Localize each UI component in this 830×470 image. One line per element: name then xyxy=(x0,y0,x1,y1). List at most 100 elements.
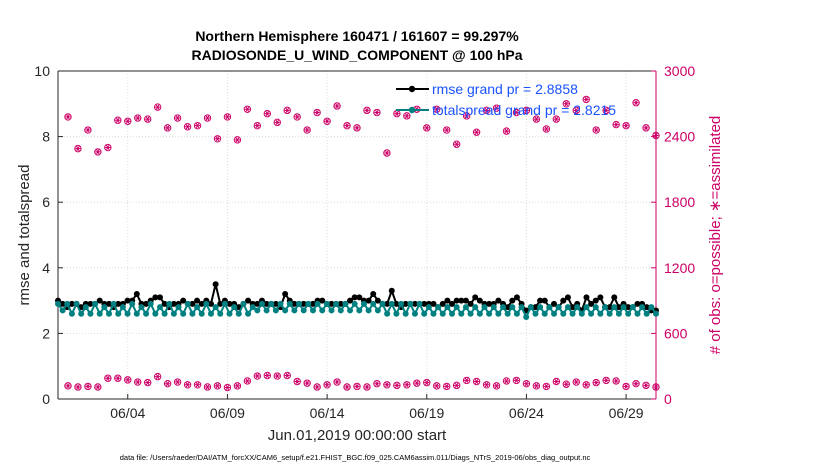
obs-assimilated-marker xyxy=(603,107,609,113)
obs-count-point-high xyxy=(253,121,262,130)
obs-possible-marker xyxy=(652,383,660,391)
spread-point xyxy=(175,304,182,311)
obs-possible-marker xyxy=(333,102,341,110)
obs-possible-marker xyxy=(403,112,411,120)
spread-point xyxy=(78,310,85,317)
spread-point xyxy=(333,300,340,307)
footnote: data file: /Users/raeder/DAI/ATM_forcXX/… xyxy=(120,453,591,462)
obs-assimilated-marker xyxy=(404,113,410,119)
spread-point xyxy=(156,304,163,311)
obs-count-markers xyxy=(64,95,660,392)
obs-count-point-low xyxy=(203,383,212,391)
obs-count-point-high xyxy=(353,124,361,132)
obs-possible-marker xyxy=(213,382,222,390)
obs-count-point-high xyxy=(303,126,311,134)
spread-point xyxy=(462,304,469,311)
obs-count-point-high xyxy=(273,118,281,127)
obs-possible-marker xyxy=(562,100,570,108)
obs-possible-marker xyxy=(562,380,570,388)
rmse-point xyxy=(351,294,358,301)
spread-point xyxy=(101,304,108,311)
rmse-point xyxy=(226,300,233,307)
obs-possible-marker xyxy=(443,126,451,134)
rmse-point xyxy=(189,300,196,307)
spread-point xyxy=(282,307,289,314)
obs-assimilated-marker xyxy=(304,380,310,386)
obs-assimilated-marker xyxy=(593,380,599,386)
spread-point xyxy=(161,310,168,317)
obs-assimilated-marker xyxy=(474,129,480,135)
obs-assimilated-marker xyxy=(424,125,430,131)
obs-assimilated-marker xyxy=(95,149,101,155)
obs-assimilated-marker xyxy=(294,379,300,385)
obs-possible-marker xyxy=(243,377,252,385)
obs-possible-marker xyxy=(642,381,650,390)
obs-assimilated-marker xyxy=(165,381,171,387)
obs-possible-marker xyxy=(552,377,561,386)
rmse-point xyxy=(152,294,159,301)
spread-point xyxy=(124,310,131,317)
obs-assimilated-marker xyxy=(483,382,490,388)
obs-assimilated-marker xyxy=(374,381,380,387)
obs-count-point-low xyxy=(383,381,391,389)
obs-possible-marker xyxy=(552,115,561,123)
obs-possible-marker xyxy=(223,113,232,121)
spread-point xyxy=(87,310,94,317)
obs-assimilated-marker xyxy=(135,379,141,385)
obs-count-point-high xyxy=(293,113,301,121)
rmse-point xyxy=(430,300,437,307)
spread-point xyxy=(476,310,483,317)
spread-point xyxy=(411,310,418,317)
spread-point xyxy=(527,304,534,311)
obs-assimilated-marker xyxy=(533,383,539,389)
x-tick-label: 06/04 xyxy=(110,405,145,421)
spread-point xyxy=(393,310,400,317)
obs-possible-marker xyxy=(283,106,291,115)
spread-point xyxy=(588,310,595,317)
obs-possible-marker xyxy=(373,108,381,117)
obs-count-point-low xyxy=(64,382,72,390)
obs-count-point-low xyxy=(303,379,311,387)
spread-point xyxy=(481,304,488,311)
rmse-point xyxy=(541,297,548,304)
spread-point xyxy=(240,300,247,307)
rmse-point xyxy=(370,291,377,298)
obs-count-point-low xyxy=(283,371,291,380)
obs-possible-marker xyxy=(144,115,152,123)
obs-count-point-high xyxy=(492,104,501,112)
obs-possible-marker xyxy=(512,108,521,117)
spread-point xyxy=(152,310,159,317)
spread-point xyxy=(133,310,140,317)
rmse-point xyxy=(509,297,516,304)
spread-point xyxy=(105,310,112,317)
obs-count-point-low xyxy=(502,377,511,385)
rmse-point xyxy=(291,300,298,307)
obs-count-point-high xyxy=(582,95,590,104)
obs-count-point-high xyxy=(522,106,531,115)
spread-point xyxy=(532,310,539,317)
obs-assimilated-marker xyxy=(165,125,171,131)
obs-count-point-high xyxy=(74,144,82,153)
obs-assimilated-marker xyxy=(334,379,340,385)
obs-count-point-low xyxy=(592,378,600,387)
obs-possible-marker xyxy=(542,125,551,133)
obs-assimilated-marker xyxy=(145,116,151,122)
spread-point xyxy=(439,310,446,317)
spread-point xyxy=(143,310,150,317)
spread-point xyxy=(518,304,525,311)
obs-assimilated-marker xyxy=(444,383,450,389)
obs-count-point-low xyxy=(552,377,561,386)
spread-point xyxy=(509,304,516,311)
obs-possible-marker xyxy=(462,112,471,120)
x-tick-label: 06/19 xyxy=(409,405,444,421)
obs-assimilated-marker xyxy=(224,385,231,391)
obs-assimilated-marker xyxy=(583,382,589,388)
obs-possible-marker xyxy=(403,381,411,389)
spread-point xyxy=(620,304,627,311)
obs-assimilated-marker xyxy=(414,380,420,386)
obs-count-point-low xyxy=(622,382,630,391)
rmse-point xyxy=(245,297,252,304)
obs-assimilated-marker xyxy=(244,378,250,384)
obs-assimilated-marker xyxy=(234,137,240,143)
obs-count-point-low xyxy=(153,372,162,381)
